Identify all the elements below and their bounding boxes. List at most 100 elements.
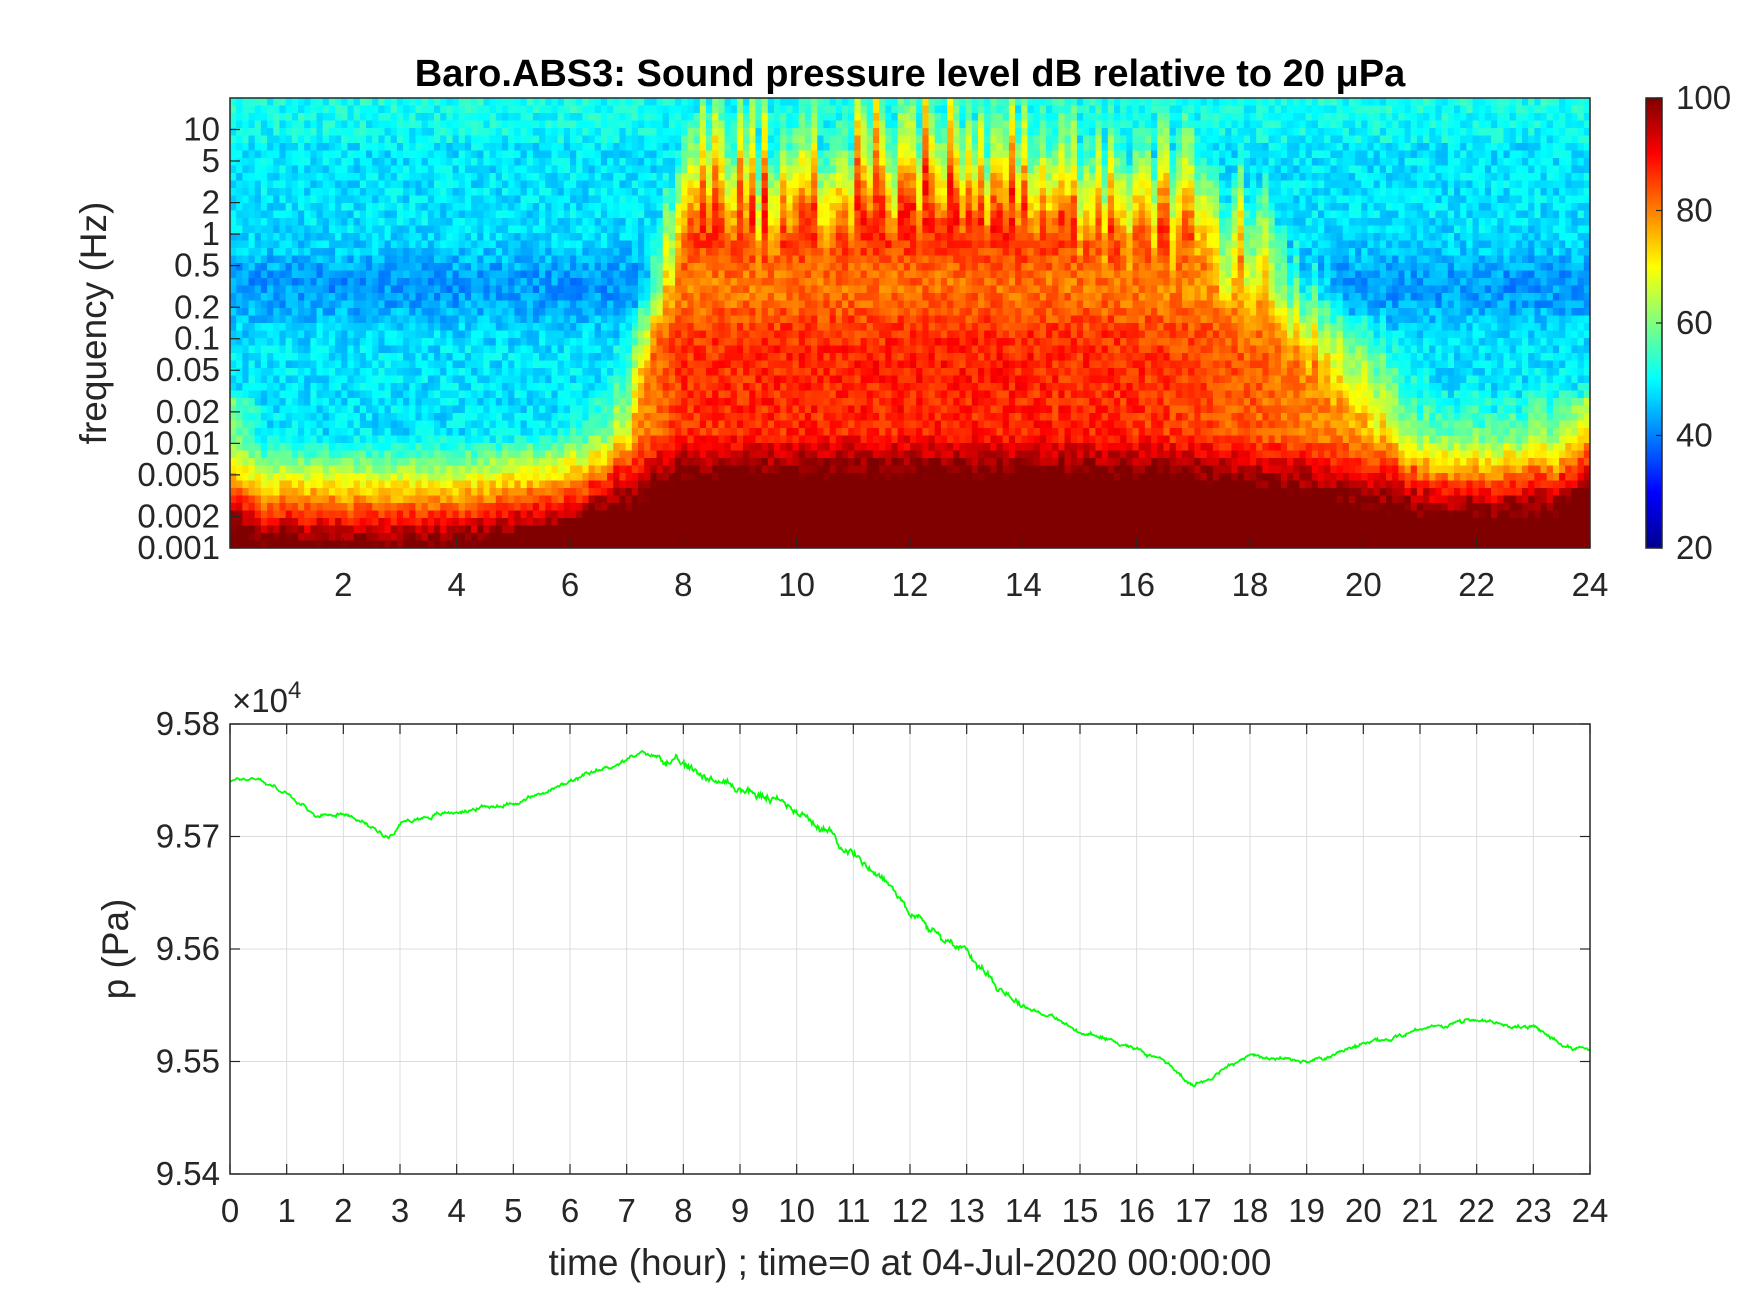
spectrogram-cell [736,263,744,272]
spectrogram-cell [285,255,293,264]
spectrogram-cell [267,398,274,407]
spectrogram-cell [279,480,287,489]
spectrogram-cell [545,383,553,392]
spectrogram-cell [273,195,281,204]
spectrogram-cell [718,308,726,317]
spectrogram-cell [285,263,293,272]
spectrogram-cell [446,255,454,264]
spectrogram-cell [316,480,324,489]
spectrogram-cell [502,173,509,182]
spectrogram-cell [273,210,281,219]
spectrogram-cell [347,240,355,249]
spectrogram-cell [378,135,386,144]
spectrogram-cell [539,398,546,407]
spectrogram-cell [434,443,441,452]
spectrogram-cell [631,225,639,234]
spectrogram-cell [681,285,689,294]
spectrogram-cell [502,143,509,152]
spectrogram-cell [532,120,540,129]
spectrogram-cell [644,368,651,377]
spectrogram-cell [347,450,355,459]
spectrogram-cell [489,263,497,272]
spectrogram-cell [347,218,355,227]
spectrogram-cell [335,503,342,512]
spectrogram-cell [600,225,608,234]
spectrogram-cell [341,195,349,204]
spectrogram-cell [322,518,330,527]
spectrogram-cell [600,113,608,122]
spectrogram-cell [434,413,441,422]
spectrogram-cell [508,270,515,279]
spectrogram-cell [242,323,250,332]
spectrogram-cell [434,218,441,227]
spectrogram-cell [291,158,299,167]
spectrogram-cell [489,285,497,294]
spectrogram-cell [458,435,466,444]
spectrogram-cell [279,233,287,242]
spectrogram-cell [570,540,577,548]
spectrogram-cell [607,473,614,482]
spectrogram-cell [631,218,639,227]
spectrogram-cell [650,135,658,144]
spectrogram-cell [415,503,423,512]
spectrogram-cell [718,105,726,114]
spectrogram-cell [625,143,633,152]
spectrogram-cell [291,383,299,392]
spectrogram-cell [539,450,546,459]
spectrogram-cell [310,203,318,212]
spectrogram-cell [440,255,447,264]
spectrogram-cell [650,308,658,317]
spectrogram-cell [532,540,540,548]
spectrogram-cell [638,195,645,204]
spectrogram-cell [650,98,658,107]
spectrogram-cell [359,285,367,294]
spectrogram-cell [607,330,614,339]
spectrogram-cell [563,443,571,452]
spectrogram-cell [440,188,447,197]
spectrogram-cell [260,98,268,107]
spectrogram-cell [440,525,447,534]
spectrogram-cell [267,345,274,354]
spectrogram-cell [712,405,719,414]
spectrogram-cell [452,450,460,459]
spectrogram-cell [260,398,268,407]
spectrogram-cell [304,195,311,204]
spectrogram-cell [508,450,515,459]
spectrogram-cell [736,420,744,429]
spectrogram-cell [644,360,651,369]
spectrogram-cell [644,503,651,512]
spectrogram-cell [372,98,379,107]
spectrogram-cell [681,98,689,107]
spectrogram-cell [743,98,750,107]
spectrogram-cell [613,255,621,264]
spectrogram-cell [359,240,367,249]
spectrogram-cell [718,360,726,369]
spectrogram-cell [434,180,441,189]
spectrogram-cell [607,158,614,167]
spectrogram-cell [366,158,373,167]
spectrogram-cell [588,428,596,437]
spectrogram-cell [483,308,491,317]
spectrogram-cell [483,480,491,489]
spectrogram-cell [483,540,491,548]
spectrogram-cell [347,473,355,482]
spectrogram-cell [631,143,639,152]
spectrogram-cell [446,518,454,527]
spectrogram-cell [706,488,713,497]
spectrogram-cell [699,518,707,527]
spectrogram-cell [254,203,262,212]
spectrogram-cell [341,135,349,144]
spectrogram-cell [532,143,540,152]
spectrogram-cell [322,218,330,227]
spectrogram-cell [403,473,410,482]
spectrogram-cell [514,285,522,294]
spectrogram-cell [378,278,386,287]
spectrogram-cell [452,428,460,437]
spectrogram-cell [699,375,707,384]
spectrogram-cell [316,488,324,497]
spectrogram-cell [378,270,386,279]
spectrogram-cell [477,248,485,257]
spectrogram-cell [236,255,243,264]
spectrogram-cell [440,360,447,369]
spectrogram-cell [359,345,367,354]
